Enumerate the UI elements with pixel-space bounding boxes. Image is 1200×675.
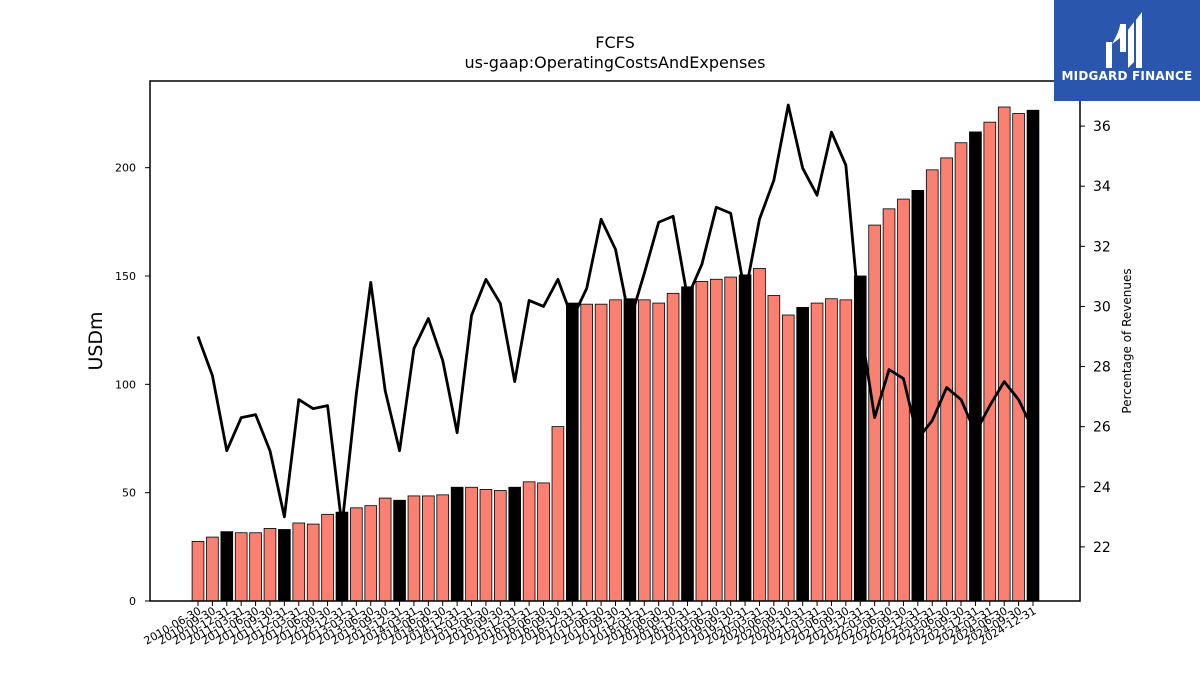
y-axis-right: 22 24 26 28 30 32 34 36 xyxy=(1080,119,1111,556)
bar-2021-09-30 xyxy=(839,299,853,602)
bar-2016-09-30 xyxy=(551,426,565,602)
y2-tick-label: 28 xyxy=(1093,360,1111,376)
y2-tick-label: 26 xyxy=(1093,420,1111,436)
logo-text: MIDGARD FINANCE xyxy=(1061,69,1193,83)
y2-tick-label: 22 xyxy=(1093,540,1111,556)
bar-2016-03-31 xyxy=(522,481,536,602)
bar-2016-06-30 xyxy=(537,482,550,602)
bar-2011-03-31 xyxy=(234,532,248,602)
bar-2014-12-31 xyxy=(450,486,464,602)
bar-2023-06-30 xyxy=(940,157,953,602)
bar-2016-12-31 xyxy=(566,302,579,602)
chart-title: FCFS xyxy=(595,33,634,52)
y-tick-label: 0 xyxy=(129,595,136,608)
bar-2024-06-30 xyxy=(997,106,1011,602)
bar-2024-03-31 xyxy=(983,121,997,602)
bar-2019-03-31 xyxy=(695,281,709,602)
bar-2018-12-31 xyxy=(681,286,694,602)
bar-2012-03-31 xyxy=(292,522,306,602)
y-axis-left: 0 50 100 150 200 xyxy=(115,162,150,608)
percentage-line xyxy=(196,103,1035,528)
bar-2023-12-31 xyxy=(969,131,982,602)
bar-2020-06-30 xyxy=(767,295,781,602)
bar-2013-12-31 xyxy=(393,499,406,602)
bar-2019-12-31 xyxy=(738,274,752,602)
bar-2024-09-30 xyxy=(1012,113,1025,602)
bar-2017-06-30 xyxy=(594,303,608,602)
y2-tick-label: 24 xyxy=(1093,480,1111,496)
bar-2010-06-30 xyxy=(191,541,205,602)
bar-2021-03-31 xyxy=(810,302,824,602)
bar-2017-09-30 xyxy=(609,299,622,602)
x-axis: 2010-06-302010-09-302010-12-312011-03-31… xyxy=(142,601,1039,648)
y2-axis-label: Percentage of Revenues xyxy=(1120,268,1134,413)
bar-2014-03-31 xyxy=(407,495,421,602)
bar-2020-03-31 xyxy=(753,268,766,602)
y2-tick-label: 32 xyxy=(1093,239,1111,255)
bar-2013-03-31 xyxy=(350,507,363,602)
chart-subtitle: us-gaap:OperatingCostsAndExpenses xyxy=(465,53,766,72)
y2-tick-label: 36 xyxy=(1093,119,1111,135)
y-tick-label: 50 xyxy=(122,487,136,500)
bar-2022-12-31 xyxy=(911,190,925,602)
bar-2018-09-30 xyxy=(666,292,680,602)
y2-tick-label: 30 xyxy=(1093,299,1111,315)
bar-2022-06-30 xyxy=(882,208,896,602)
y2-tick-label: 34 xyxy=(1093,179,1111,195)
bar-2018-03-31 xyxy=(637,299,651,602)
bar-2013-09-30 xyxy=(378,497,392,602)
bar-2014-06-30 xyxy=(422,495,435,602)
y-tick-label: 100 xyxy=(115,378,136,391)
bar-2010-09-30 xyxy=(206,536,219,602)
bar-2012-09-30 xyxy=(321,513,334,602)
bar-2023-03-31 xyxy=(925,169,939,602)
y-tick-label: 200 xyxy=(115,162,136,175)
bar-2012-06-30 xyxy=(306,523,320,602)
bar-2011-12-31 xyxy=(278,529,291,602)
bar-2018-06-30 xyxy=(652,302,665,602)
bar-2011-09-30 xyxy=(263,528,277,602)
bar-2010-12-31 xyxy=(220,531,234,602)
bar-2014-09-30 xyxy=(436,494,450,602)
bar-2013-06-30 xyxy=(364,505,378,602)
bar-2017-03-31 xyxy=(580,303,594,602)
bar-2020-09-30 xyxy=(781,314,795,602)
y-tick-label: 150 xyxy=(115,270,136,283)
bar-2021-06-30 xyxy=(825,298,838,602)
y-axis-label: USDm xyxy=(85,311,107,370)
bar-2015-12-31 xyxy=(508,486,522,602)
line-group xyxy=(196,103,1035,528)
logo: MIDGARD FINANCE xyxy=(1054,0,1200,101)
bar-2020-12-31 xyxy=(796,307,809,602)
bar-2015-09-30 xyxy=(494,490,507,602)
bar-2019-06-30 xyxy=(709,278,723,602)
bar-2019-09-30 xyxy=(724,276,737,602)
bar-2011-06-30 xyxy=(249,532,262,602)
logo-mark-icon xyxy=(1106,12,1142,68)
bar-2015-06-30 xyxy=(479,489,493,602)
bars-group xyxy=(191,106,1040,602)
bar-2015-03-31 xyxy=(465,486,478,602)
bar-2024-12-31 xyxy=(1026,109,1040,602)
bar-2023-09-30 xyxy=(954,142,968,602)
bar-2017-12-31 xyxy=(623,298,637,602)
